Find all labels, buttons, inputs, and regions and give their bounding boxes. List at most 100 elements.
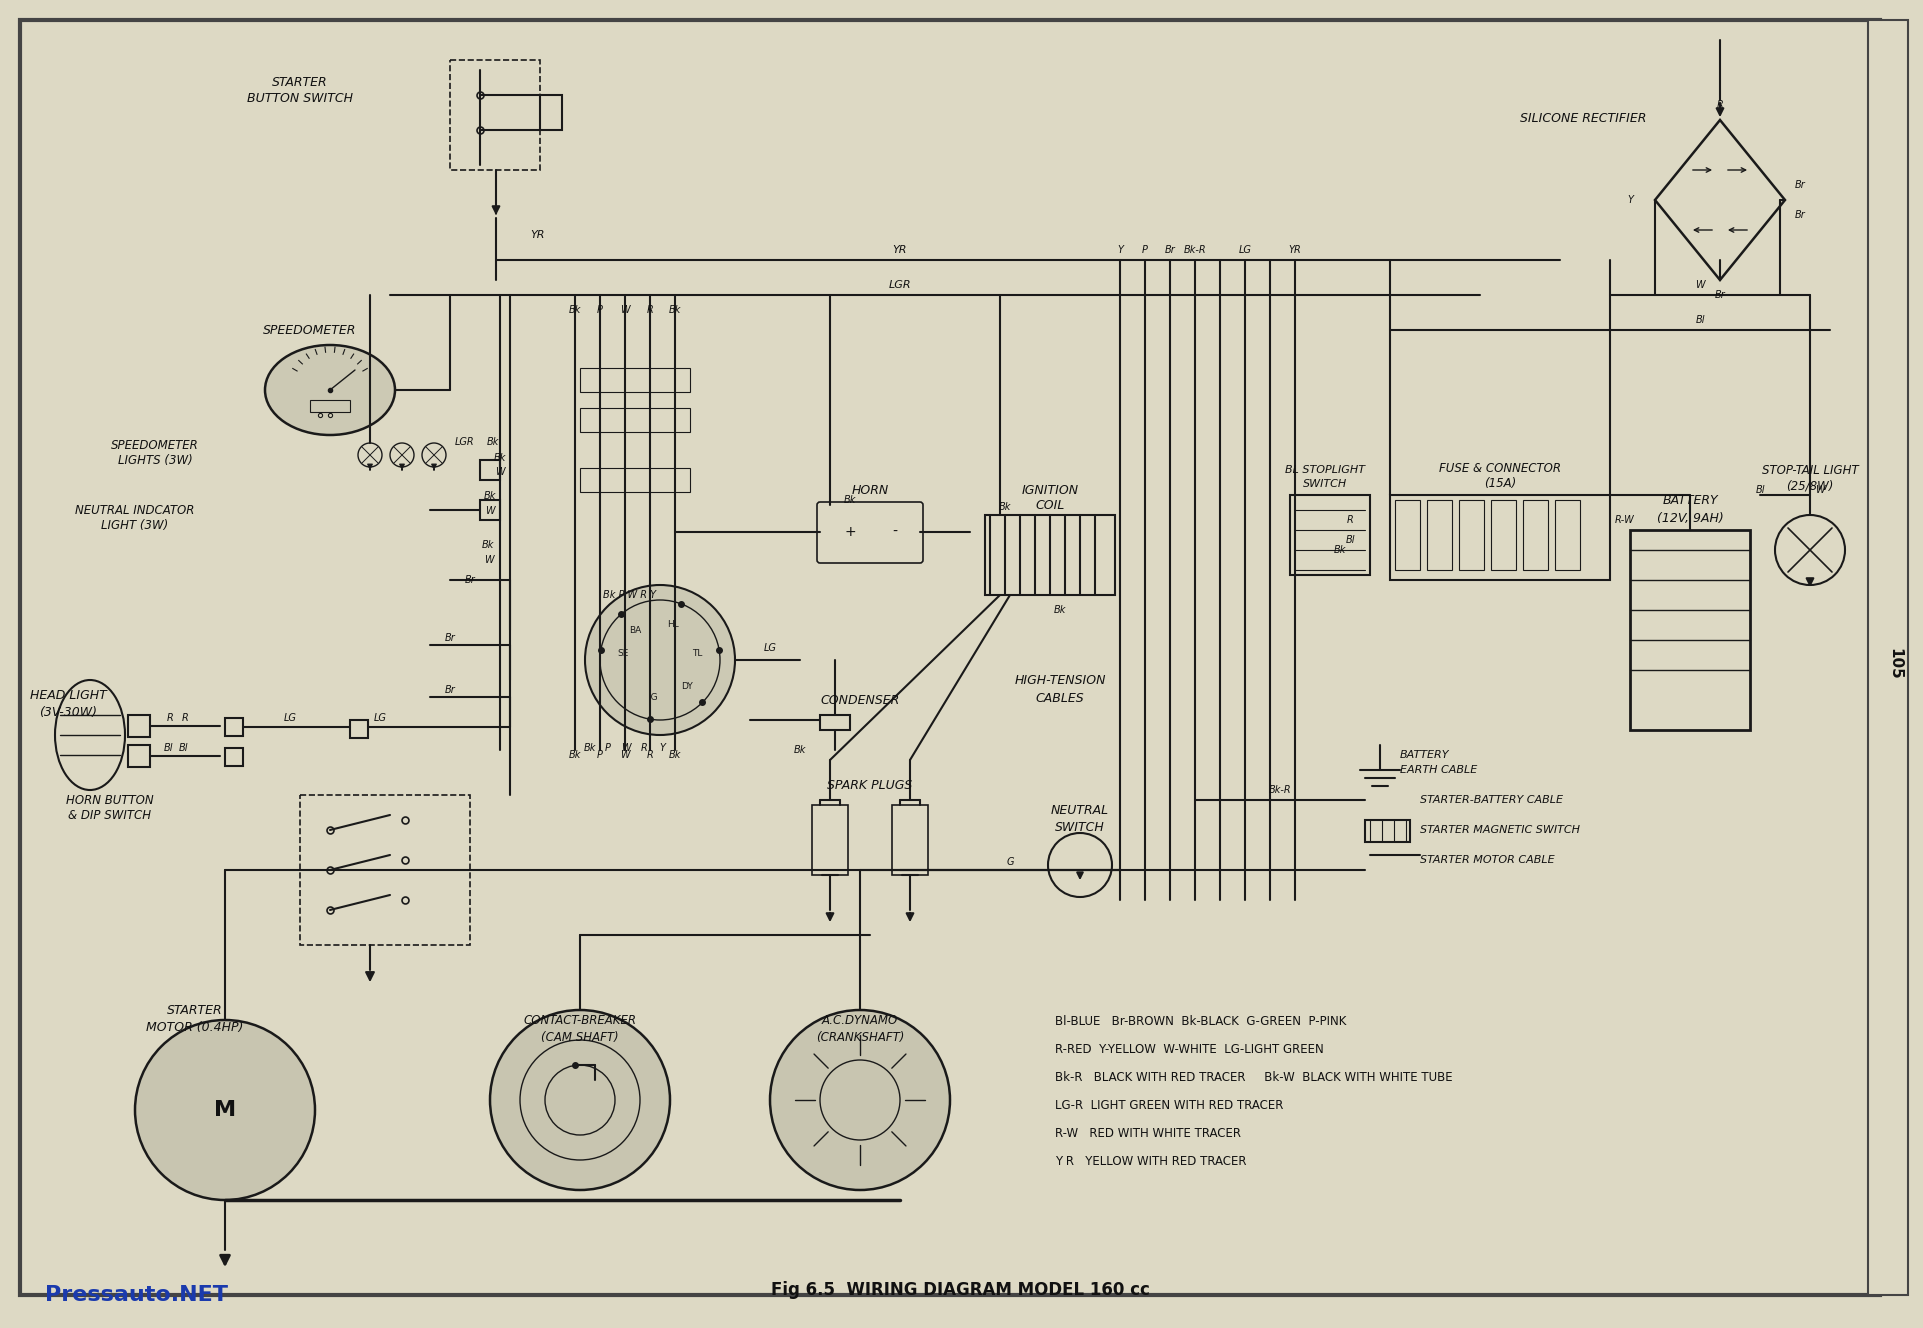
Bar [812, 805, 848, 875]
Text: Bk-R: Bk-R [1267, 785, 1290, 795]
Text: R: R [181, 713, 188, 722]
Text: & DIP SWITCH: & DIP SWITCH [69, 809, 152, 822]
Text: Y R   YELLOW WITH RED TRACER: Y R YELLOW WITH RED TRACER [1054, 1155, 1246, 1169]
Bar [450, 60, 540, 170]
Bar [1490, 501, 1515, 570]
Text: Bk: Bk [794, 745, 806, 756]
Bar [1363, 819, 1410, 842]
Text: LG-R  LIGHT GREEN WITH RED TRACER: LG-R LIGHT GREEN WITH RED TRACER [1054, 1100, 1283, 1112]
Circle shape [585, 586, 735, 734]
Text: STARTER: STARTER [167, 1004, 223, 1016]
Text: BATTERY: BATTERY [1400, 750, 1448, 760]
Bar [1427, 501, 1452, 570]
Bar [225, 718, 242, 736]
Text: CONDENSER: CONDENSER [819, 693, 898, 706]
Circle shape [490, 1011, 669, 1190]
Bar [1394, 501, 1419, 570]
Text: Bl-BLUE   Br-BROWN  Bk-BLACK  G-GREEN  P-PINK: Bl-BLUE Br-BROWN Bk-BLACK G-GREEN P-PINK [1054, 1015, 1346, 1028]
Text: R-W   RED WITH WHITE TRACER: R-W RED WITH WHITE TRACER [1054, 1127, 1240, 1139]
Bar [579, 368, 690, 392]
Text: LGR: LGR [454, 437, 475, 448]
Text: EARTH CABLE: EARTH CABLE [1400, 765, 1477, 776]
Ellipse shape [265, 345, 394, 436]
Text: Bk: Bk [494, 453, 506, 463]
Text: Bl: Bl [1344, 535, 1354, 544]
Text: SPARK PLUGS: SPARK PLUGS [827, 778, 912, 791]
Text: R: R [1346, 515, 1352, 525]
Text: LIGHTS (3W): LIGHTS (3W) [117, 453, 192, 466]
Text: IGNITION: IGNITION [1021, 483, 1079, 497]
Bar [579, 408, 690, 432]
Text: R: R [646, 750, 654, 760]
Text: W: W [621, 742, 631, 753]
Text: IG: IG [648, 693, 658, 703]
Text: W: W [619, 305, 629, 315]
Bar [310, 400, 350, 412]
Circle shape [769, 1011, 950, 1190]
Text: W: W [485, 555, 494, 564]
Bar [1523, 501, 1548, 570]
Text: A.C.DYNAMO: A.C.DYNAMO [821, 1013, 898, 1027]
Text: SPEEDOMETER: SPEEDOMETER [263, 324, 356, 336]
Text: W: W [619, 750, 629, 760]
Text: BATTERY: BATTERY [1661, 494, 1717, 506]
Bar [350, 720, 367, 738]
Text: LG: LG [373, 713, 387, 722]
Text: P: P [1142, 244, 1148, 255]
Text: R: R [167, 713, 173, 722]
Text: Bk: Bk [1054, 606, 1065, 615]
Text: W: W [1694, 280, 1704, 290]
Text: 105: 105 [1886, 648, 1902, 680]
Text: LIGHT (3W): LIGHT (3W) [102, 518, 169, 531]
Text: BA: BA [629, 627, 642, 635]
Text: Bk: Bk [569, 750, 581, 760]
Text: LG: LG [763, 643, 777, 653]
Text: Bl: Bl [1694, 315, 1704, 325]
Text: Br: Br [444, 633, 456, 643]
Text: NEUTRAL INDCATOR: NEUTRAL INDCATOR [75, 503, 194, 517]
Bar [540, 96, 562, 130]
Bar [479, 459, 500, 479]
Text: Pressauto.NET: Pressauto.NET [44, 1286, 229, 1305]
Text: (CAM SHAFT): (CAM SHAFT) [540, 1031, 619, 1044]
Text: Bl: Bl [163, 742, 173, 753]
Text: -: - [892, 525, 896, 539]
Text: HIGH-TENSION: HIGH-TENSION [1013, 673, 1106, 687]
Text: W: W [485, 506, 494, 517]
Text: STOP-TAIL LIGHT: STOP-TAIL LIGHT [1761, 463, 1858, 477]
Text: SILICONE RECTIFIER: SILICONE RECTIFIER [1519, 112, 1646, 125]
Text: +: + [844, 525, 856, 539]
Text: SPEEDOMETER: SPEEDOMETER [112, 438, 198, 452]
Text: COIL: COIL [1035, 498, 1063, 511]
Bar [129, 745, 150, 768]
Bar [1288, 495, 1369, 575]
Text: Bk: Bk [669, 305, 681, 315]
Text: P: P [596, 305, 602, 315]
Text: (CRANKSHAFT): (CRANKSHAFT) [815, 1031, 904, 1044]
Text: BL STOPLIGHT: BL STOPLIGHT [1285, 465, 1363, 475]
Text: Br: Br [1794, 210, 1804, 220]
Bar [985, 515, 1115, 595]
Text: Bk: Bk [669, 750, 681, 760]
Bar [1458, 501, 1483, 570]
Text: R: R [640, 742, 646, 753]
Text: MOTOR (0.4HP): MOTOR (0.4HP) [146, 1020, 244, 1033]
Text: HEAD LIGHT: HEAD LIGHT [29, 688, 106, 701]
Text: P: P [596, 750, 602, 760]
Text: LG: LG [283, 713, 296, 722]
Text: CABLES: CABLES [1035, 692, 1085, 704]
Text: Br: Br [444, 685, 456, 695]
Bar [300, 795, 469, 946]
Text: YR: YR [892, 244, 908, 255]
Text: W: W [1813, 485, 1823, 495]
Text: Bk: Bk [998, 502, 1011, 513]
Text: Bk: Bk [487, 437, 500, 448]
Text: SWITCH: SWITCH [1054, 821, 1104, 834]
Text: STARTER: STARTER [271, 76, 327, 89]
Bar [129, 714, 150, 737]
Text: R-RED  Y-YELLOW  W-WHITE  LG-LIGHT GREEN: R-RED Y-YELLOW W-WHITE LG-LIGHT GREEN [1054, 1042, 1323, 1056]
Text: DY: DY [681, 683, 692, 692]
Text: M: M [213, 1100, 237, 1120]
Text: LG: LG [1238, 244, 1250, 255]
Text: CONTACT-BREAKER: CONTACT-BREAKER [523, 1013, 637, 1027]
